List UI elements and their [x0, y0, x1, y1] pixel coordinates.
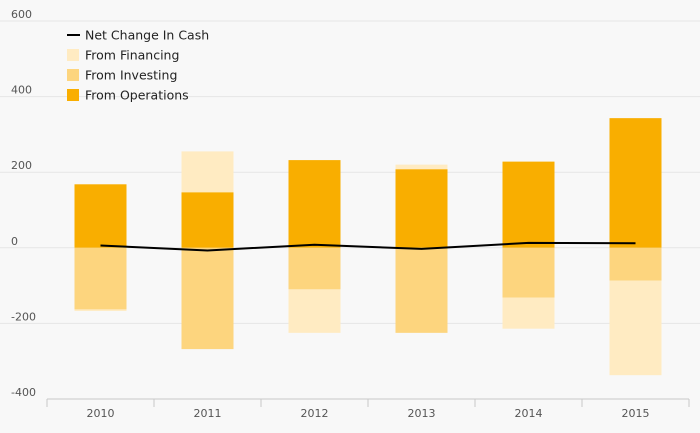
bar-from-investing-2014: [502, 247, 555, 298]
y-tick-label: 600: [11, 8, 32, 21]
bars: [74, 118, 662, 376]
y-tick-label: -400: [11, 386, 36, 399]
legend-label-from-financing: From Financing: [85, 48, 179, 63]
x-tick-label: 2015: [622, 407, 650, 420]
x-tick-label: 2010: [87, 407, 115, 420]
bar-from-financing-2011: [181, 151, 234, 193]
legend-label-from-investing: From Investing: [85, 68, 177, 83]
bar-from-investing-2012: [288, 247, 341, 290]
bar-from-investing-2015: [609, 247, 662, 281]
bar-from-operations-2012: [288, 160, 341, 248]
bar-from-operations-2010: [74, 184, 127, 248]
legend-swatch-from-investing: [67, 69, 79, 81]
x-tick-label: 2014: [515, 407, 543, 420]
legend-label-from-operations: From Operations: [85, 88, 189, 103]
legend-label-net-change-in-cash: Net Change In Cash: [85, 28, 209, 43]
bar-from-operations-2014: [502, 161, 555, 248]
x-tick-label: 2011: [194, 407, 222, 420]
y-tick-label: 200: [11, 159, 32, 172]
bar-from-financing-2015: [609, 280, 662, 376]
x-tick-label: 2012: [301, 407, 329, 420]
y-tick-label: 400: [11, 84, 32, 97]
legend-swatch-from-operations: [67, 89, 79, 101]
x-tick-label: 2013: [408, 407, 436, 420]
bar-from-financing-2014: [502, 297, 555, 329]
bar-from-operations-2015: [609, 118, 662, 248]
legend: Net Change In Cash From Financing From Inv…: [67, 28, 209, 103]
axes: -400 -200 0 200 400 600 2010 2011 2012 2013 2014 20…: [11, 8, 690, 420]
legend-swatch-from-financing: [67, 49, 79, 61]
bar-from-investing-2013: [395, 247, 448, 333]
bar-from-financing-2012: [288, 289, 341, 333]
y-tick-label: -200: [11, 310, 36, 323]
bar-from-financing-2013: [395, 164, 448, 170]
bar-from-investing-2010: [74, 247, 127, 310]
bar-from-operations-2013: [395, 169, 448, 248]
y-tick-label: 0: [11, 235, 18, 248]
net-change-line-layer: [100, 241, 636, 252]
bar-from-financing-2010: [74, 309, 127, 311]
net-change-line: [100, 241, 636, 252]
bar-from-investing-2011: [181, 247, 234, 350]
bar-from-operations-2011: [181, 192, 234, 248]
